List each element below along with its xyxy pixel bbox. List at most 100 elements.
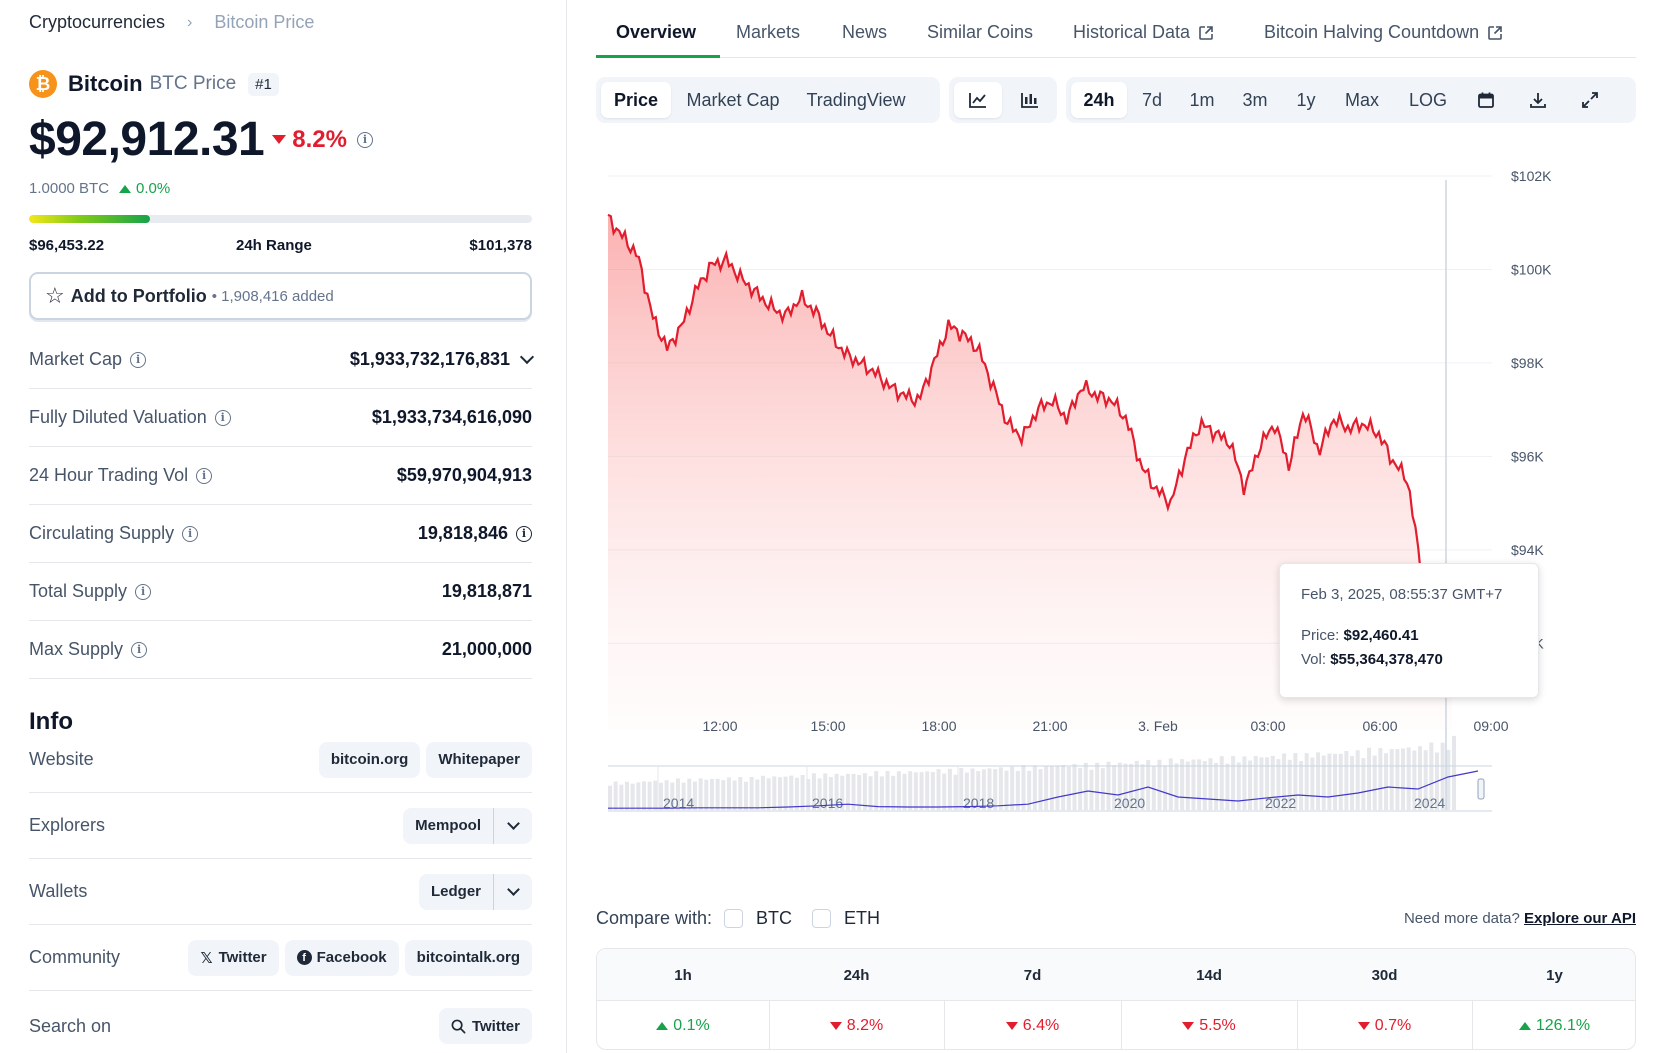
explorers-dropdown-toggle[interactable]: [494, 808, 532, 844]
volume-bar: [1010, 766, 1015, 810]
log-scale-toggle[interactable]: LOG: [1408, 89, 1447, 110]
explorer-mempool[interactable]: Mempool: [403, 807, 494, 844]
period-7d[interactable]: 7d: [1141, 89, 1163, 110]
tab-markets[interactable]: Markets: [736, 22, 801, 42]
volume-bar: [755, 779, 760, 810]
period-1m[interactable]: 1m: [1189, 89, 1215, 110]
tab-similar-coins[interactable]: Similar Coins: [927, 22, 1034, 42]
candlestick-chart-icon[interactable]: [1006, 82, 1054, 118]
volume-bar: [1287, 759, 1292, 810]
volume-bar: [1140, 764, 1145, 810]
volume-bar: [840, 775, 845, 810]
chart-type-market-cap[interactable]: Market Cap: [686, 89, 780, 110]
tab-news[interactable]: News: [842, 22, 888, 42]
chart-type-tradingview[interactable]: TradingView: [806, 89, 906, 110]
info-icon[interactable]: i: [356, 131, 373, 148]
wallets-dropdown[interactable]: Ledger: [418, 873, 532, 910]
x-tick-label: 18:00: [921, 718, 956, 734]
volume-bar: [1117, 762, 1122, 810]
link-bitcointalk[interactable]: bitcointalk.org: [404, 939, 532, 976]
price-change: 8.2%: [272, 126, 347, 154]
compare-btc-label[interactable]: BTC: [756, 907, 793, 928]
stat-fdv: Fully Diluted Valuation i $1,933,734,616,…: [29, 389, 532, 447]
expand-icon[interactable]: [1566, 82, 1614, 118]
volume-bar: [760, 775, 765, 810]
info-icon[interactable]: i: [516, 525, 532, 542]
period-3m[interactable]: 3m: [1242, 89, 1268, 110]
volume-bar: [908, 771, 913, 810]
volume-bar: [1327, 753, 1332, 810]
period-max[interactable]: Max: [1344, 89, 1379, 110]
search-twitter-button[interactable]: Twitter: [438, 1008, 532, 1044]
volume-bar: [1180, 759, 1185, 810]
link-facebook[interactable]: f Facebook: [284, 939, 399, 976]
line-chart-icon[interactable]: [954, 82, 1002, 118]
volume-bar: [1095, 762, 1100, 810]
perf-header-cell: 14d: [1196, 966, 1222, 984]
volume-bar: [1061, 764, 1066, 810]
range-navigator[interactable]: 2014 2016 2018 2020 2022 2024: [608, 765, 1492, 812]
perf-value-30d: 0.7%: [1297, 1001, 1472, 1049]
compare-btc-checkbox[interactable]: [724, 908, 744, 928]
info-icon[interactable]: i: [196, 467, 213, 484]
period-1y[interactable]: 1y: [1296, 89, 1316, 110]
calendar-icon[interactable]: [1462, 82, 1510, 118]
volume-bar: [862, 773, 867, 810]
volume-bar: [1452, 735, 1456, 810]
volume-bar: [613, 781, 618, 810]
volume-bar: [630, 783, 635, 810]
volume-bar: [1333, 753, 1338, 810]
download-icon[interactable]: [1514, 82, 1562, 118]
info-icon[interactable]: i: [131, 641, 148, 658]
volume-bar: [641, 781, 646, 810]
tab-halving-countdown[interactable]: Bitcoin Halving Countdown: [1264, 22, 1503, 43]
price-chart[interactable]: $92K$94K$96K$98K$100K$102K 12:0015:0018:…: [596, 130, 1636, 890]
portfolio-label: Add to Portfolio: [70, 285, 207, 306]
compare-eth-label[interactable]: ETH: [844, 907, 881, 928]
volume-bar: [1100, 768, 1105, 810]
wallet-ledger[interactable]: Ledger: [419, 873, 494, 910]
chevron-down-icon[interactable]: [519, 349, 535, 364]
explorers-dropdown[interactable]: Mempool: [403, 807, 532, 844]
tab-overview[interactable]: Overview: [616, 22, 697, 42]
volume-bar: [726, 777, 731, 810]
caret-up-icon: [119, 184, 132, 193]
volume-bar: [1083, 762, 1088, 810]
perf-header-cell: 7d: [1023, 966, 1042, 984]
link-whitepaper[interactable]: Whitepaper: [426, 741, 532, 778]
navigator-handle: [1477, 778, 1485, 800]
link-twitter[interactable]: 𝕏 Twitter: [188, 939, 279, 976]
chart-type-price[interactable]: Price: [601, 82, 671, 118]
volume-bar: [1049, 766, 1054, 810]
info-icon[interactable]: i: [182, 525, 199, 542]
breadcrumb-cryptocurrencies[interactable]: Cryptocurrencies: [29, 12, 166, 32]
info-icon[interactable]: i: [130, 351, 147, 368]
navigator-year-label: 2018: [963, 795, 994, 811]
portfolio-count: • 1,908,416 added: [211, 287, 334, 305]
compare-eth-checkbox[interactable]: [812, 908, 832, 928]
wallets-dropdown-toggle[interactable]: [494, 874, 532, 910]
volume-bar: [1299, 761, 1304, 810]
bitcoin-logo-icon: ₿: [29, 70, 57, 98]
volume-bar: [1197, 759, 1202, 810]
caret-down-icon: [272, 135, 287, 144]
period-24h[interactable]: 24h: [1071, 82, 1127, 118]
stat-value: $59,970,904,913: [396, 465, 532, 485]
perf-header-cell: 30d: [1371, 966, 1398, 984]
volume-bar: [692, 781, 697, 810]
stat-value: $1,933,734,616,090: [371, 407, 532, 427]
perf-value: 0.7%: [1374, 1017, 1412, 1034]
volume-bar: [828, 776, 833, 810]
volume-bar: [1038, 769, 1043, 810]
y-axis-ticks: $92K$94K$96K$98K$100K$102K: [1511, 168, 1552, 651]
info-icon[interactable]: i: [214, 409, 231, 426]
link-bitcoin-org[interactable]: bitcoin.org: [318, 741, 421, 778]
volume-bar: [1248, 760, 1253, 810]
info-icon[interactable]: i: [135, 583, 152, 600]
explore-api-link[interactable]: Explore our API: [1524, 909, 1636, 927]
tab-historical-data[interactable]: Historical Data: [1073, 22, 1214, 43]
btc-change: 0.0%: [119, 180, 170, 197]
add-to-portfolio-button[interactable]: ☆ Add to Portfolio • 1,908,416 added: [29, 272, 532, 320]
volume-bar: [1440, 742, 1445, 810]
volume-bar: [1015, 770, 1020, 810]
